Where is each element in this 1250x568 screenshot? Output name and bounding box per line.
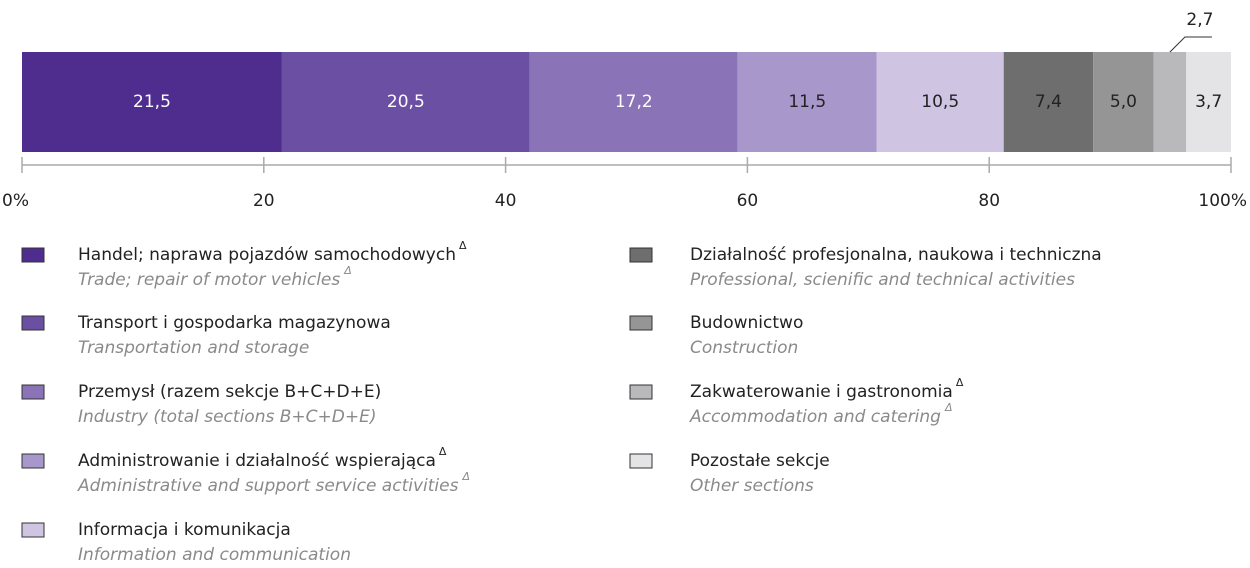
legend-swatch — [629, 315, 653, 331]
value-label: 21,5 — [133, 92, 171, 112]
legend-label-en: Trade; repair of motor vehicles — [78, 270, 340, 290]
legend-label: Administrowanie i działalność wspierając… — [78, 451, 436, 471]
legend-swatch — [629, 453, 653, 469]
legend-superscript: Δ — [343, 264, 352, 277]
legend-label: Działalność profesjonalna, naukowa i tec… — [690, 245, 1102, 265]
legend-swatch — [629, 384, 653, 400]
value-label: 3,7 — [1195, 92, 1222, 112]
bar-segment — [281, 52, 530, 152]
legend-swatch — [21, 384, 45, 400]
legend-swatch — [629, 247, 653, 263]
legend-label: Przemysł (razem sekcje B+C+D+E) — [78, 382, 381, 402]
bar-segment — [22, 52, 282, 152]
legend-label-en: Transportation and storage — [78, 338, 309, 358]
legend-label-en: Other sections — [690, 476, 814, 496]
x-tick-label: 40 — [495, 191, 517, 211]
legend-swatch — [21, 522, 45, 538]
bar-segment — [1186, 52, 1231, 152]
value-label: 2,7 — [1186, 10, 1213, 30]
legend-label: Budownictwo — [690, 313, 803, 333]
x-tick-label: 20 — [253, 191, 275, 211]
legend-label-en: Professional, scienific and technical ac… — [690, 270, 1075, 290]
legend-superscript: Δ — [439, 445, 447, 458]
legend-label-en: Administrative and support service activ… — [77, 476, 459, 496]
bar-segment — [737, 52, 877, 152]
value-label: 20,5 — [387, 92, 425, 112]
value-label: 17,2 — [615, 92, 653, 112]
value-label: 7,4 — [1035, 92, 1062, 112]
bar-segment — [1003, 52, 1094, 152]
x-tick-label: 0% — [2, 191, 29, 211]
bar-segment — [1153, 52, 1187, 152]
x-tick-label: 100% — [1198, 191, 1247, 211]
legend-label: Zakwaterowanie i gastronomia — [690, 382, 953, 402]
value-label: 10,5 — [921, 92, 959, 112]
legend-label-en: Accommodation and catering — [689, 407, 941, 427]
x-tick-label: 80 — [978, 191, 1000, 211]
legend-superscript: Δ — [956, 376, 964, 389]
bar-segment — [1093, 52, 1154, 152]
legend-swatch — [21, 247, 45, 263]
bar-segment — [876, 52, 1004, 152]
legend-label-en: Construction — [690, 338, 798, 358]
leader-line — [1169, 36, 1212, 53]
legend-label-en: Information and communication — [78, 545, 351, 565]
legend-swatch — [21, 315, 45, 331]
legend-superscript: Δ — [459, 239, 467, 252]
legend-label: Pozostałe sekcje — [690, 451, 830, 471]
legend-superscript: Δ — [461, 470, 470, 483]
value-label: 11,5 — [788, 92, 826, 112]
legend-label: Transport i gospodarka magazynowa — [77, 313, 391, 333]
bar-segment — [529, 52, 738, 152]
x-tick-label: 60 — [737, 191, 759, 211]
value-label: 5,0 — [1110, 92, 1137, 112]
legend-label: Informacja i komunikacja — [78, 520, 291, 540]
legend-swatch — [21, 453, 45, 469]
legend-label-en: Industry (total sections B+C+D+E) — [78, 407, 376, 427]
legend-label: Handel; naprawa pojazdów samochodowych — [78, 245, 456, 265]
legend-superscript: Δ — [944, 401, 953, 414]
